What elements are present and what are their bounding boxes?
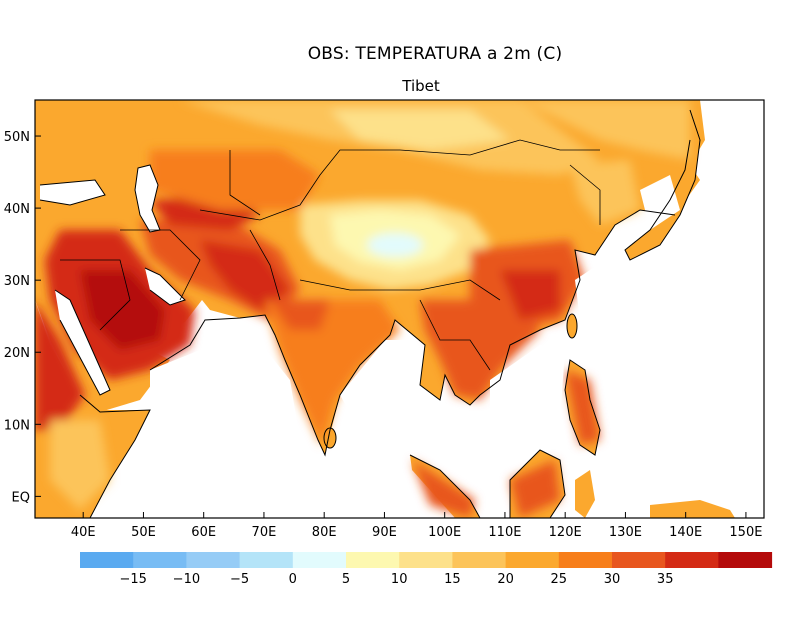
colorbar-swatch [612,552,666,568]
colorbar-label: 30 [604,572,621,587]
map-frame [34,99,765,519]
south-china-sea [490,345,565,450]
colorbar-swatch [505,552,560,568]
lon-tick-label: 100E [428,525,461,540]
colorbar-swatch [239,552,294,568]
colorbar-swatch [292,552,347,568]
colorbar-label: 20 [497,572,514,587]
colorbar-label: 35 [657,572,674,587]
lon-tick-label: 90E [372,525,397,540]
east-china-sea [575,250,640,320]
lon-tick-label: 70E [252,525,277,540]
map-title: OBS: TEMPERATURA a 2m (C) [307,44,563,64]
colorbar: −15 −10 −5 0 5 10 15 20 25 30 35 [80,552,773,587]
lat-tick-label: 20N [4,346,30,361]
colorbar-label: 10 [391,572,408,587]
lon-tick-label: 150E [729,525,762,540]
lon-tick-label: 120E [549,525,582,540]
map-subtitle: Tibet [402,77,440,95]
lon-tick-label: 40E [71,525,96,540]
colorbar-label: 15 [444,572,461,587]
arabian-sea [150,330,300,440]
red-sea [55,290,110,395]
colorbar-label: −5 [230,572,249,587]
lon-tick-label: 130E [609,525,642,540]
colorbar-swatch [80,552,134,568]
taiwan [567,314,577,338]
colorbar-swatch [558,552,613,568]
lat-tick-label: 40N [4,202,30,217]
japan [625,110,700,260]
new-guinea [650,500,735,518]
colorbar-swatch [346,552,400,568]
lat-tick-label: 30N [4,274,30,289]
colorbar-swatch [399,552,453,568]
longitude-axis: 40E 50E 60E 70E 80E 90E 100E 110E 120E 130E 140E 15… [71,512,762,540]
colorbar-swatch [452,552,507,568]
lon-tick-label: 60E [191,525,216,540]
colorbar-label: −10 [173,572,200,587]
bay-of-bengal [340,340,420,430]
inland-seas [40,165,680,450]
colorbar-swatch [186,552,241,568]
colorbar-label: 0 [289,572,297,587]
map-field [35,100,764,518]
persian-gulf [145,268,185,305]
lon-tick-label: 50E [131,525,156,540]
lat-tick-label: EQ [12,490,30,505]
colorbar-label: −15 [119,572,146,587]
black-sea [40,180,105,205]
lat-tick-label: 50N [4,130,30,145]
colorbar-label: 25 [551,572,568,587]
lon-tick-label: 80E [312,525,337,540]
border-lines [39,109,701,518]
latitude-axis: EQ 10N 20N 30N 40N 50N [4,130,41,505]
colorbar-swatch [665,552,719,568]
colorbar-swatch [718,552,773,568]
lon-tick-label: 140E [669,525,702,540]
temperature-patches [35,100,690,518]
colorbar-swatch [133,552,187,568]
colorbar-label: 5 [342,572,350,587]
sulawesi [575,470,595,518]
lon-tick-label: 110E [488,525,521,540]
lat-tick-label: 10N [4,418,30,433]
sea-of-japan [640,175,680,230]
